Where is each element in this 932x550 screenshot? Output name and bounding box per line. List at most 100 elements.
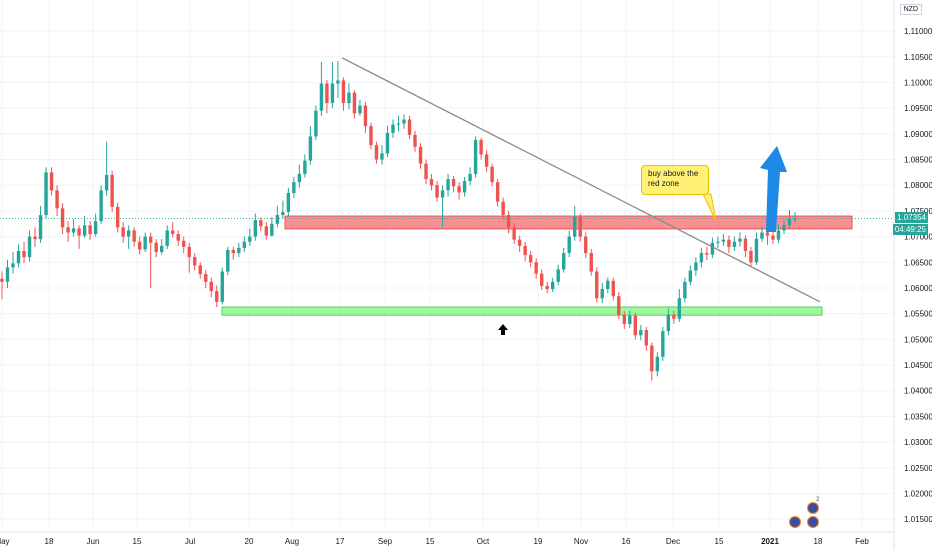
candle-body bbox=[573, 217, 577, 237]
candle-body bbox=[760, 232, 764, 239]
candle-body bbox=[545, 285, 549, 290]
time-axis[interactable]: May 18 Jun 15 Jul 20 Aug 17 Sep 15 Oct 19 Nov 16 Dec 15… bbox=[0, 537, 869, 546]
candle-body bbox=[765, 232, 770, 236]
candle-body bbox=[457, 186, 461, 193]
candle-body bbox=[435, 185, 439, 198]
price-tick-label: 1.07000 bbox=[904, 233, 932, 242]
candle-body bbox=[501, 201, 505, 216]
candle-body bbox=[44, 172, 48, 216]
price-tick-label: 1.08500 bbox=[904, 156, 932, 165]
price-tick-label: 1.02000 bbox=[904, 489, 932, 498]
candle-body bbox=[82, 225, 87, 236]
candle-body bbox=[749, 250, 753, 263]
candle-body bbox=[5, 267, 10, 282]
candle-body bbox=[539, 273, 544, 286]
up-arrow-blue-icon bbox=[760, 146, 787, 232]
candle-body bbox=[99, 190, 103, 222]
price-tick-label: 1.02500 bbox=[904, 464, 932, 473]
time-tick-label: 18 bbox=[45, 537, 54, 546]
candle-body bbox=[242, 241, 247, 248]
candle-body bbox=[33, 236, 37, 240]
price-tick-label: 1.11000 bbox=[904, 27, 932, 36]
candle-body bbox=[699, 253, 704, 263]
candle-body bbox=[38, 215, 43, 240]
candle-body bbox=[462, 181, 467, 193]
up-arrow-black-icon bbox=[498, 324, 508, 335]
candle-body bbox=[110, 174, 114, 207]
candle-body bbox=[655, 356, 660, 372]
candle-body bbox=[606, 280, 610, 290]
candle-body bbox=[226, 249, 230, 272]
candle-body bbox=[776, 230, 781, 240]
candle-body bbox=[176, 234, 180, 241]
candle-body bbox=[617, 296, 621, 315]
drawings bbox=[0, 57, 894, 335]
event-count: 2 bbox=[816, 497, 820, 503]
candle-body bbox=[385, 132, 390, 154]
candle-body bbox=[440, 190, 445, 198]
candle-body bbox=[270, 223, 274, 236]
candle-body bbox=[716, 241, 720, 243]
candle-body bbox=[93, 221, 98, 235]
time-tick-label: Oct bbox=[477, 537, 490, 546]
candle-body bbox=[793, 218, 797, 220]
time-tick-label: 16 bbox=[622, 537, 631, 546]
candle-body bbox=[336, 80, 340, 84]
candle-body bbox=[126, 230, 131, 237]
candle-body bbox=[705, 253, 709, 255]
candle-body bbox=[115, 206, 120, 228]
price-tick-label: 1.10000 bbox=[904, 78, 932, 87]
candle-body bbox=[77, 228, 81, 236]
candle-body bbox=[424, 163, 428, 180]
candle-body bbox=[666, 314, 671, 332]
price-tick-label: 1.05500 bbox=[904, 310, 932, 319]
event-flag-icon[interactable] bbox=[807, 516, 819, 528]
candle-body bbox=[738, 238, 742, 242]
candle-body bbox=[137, 241, 142, 250]
candle-body bbox=[319, 83, 324, 111]
candle-body bbox=[595, 271, 599, 299]
candle-body bbox=[743, 238, 748, 251]
time-tick-label: 15 bbox=[426, 537, 435, 546]
candle-body bbox=[237, 247, 241, 254]
red-zone bbox=[284, 215, 853, 230]
candle-body bbox=[589, 253, 593, 272]
candle-body bbox=[220, 271, 224, 302]
time-tick-label: May bbox=[0, 537, 10, 546]
currency-badge[interactable]: NZD bbox=[899, 4, 922, 15]
time-tick-label: Jul bbox=[185, 537, 195, 546]
candle-body bbox=[198, 265, 202, 275]
candle-body bbox=[159, 245, 164, 253]
candle-body bbox=[484, 154, 489, 167]
candle-body bbox=[407, 119, 412, 135]
buy-callout[interactable]: buy above the red zone bbox=[641, 165, 709, 195]
candle-body bbox=[688, 270, 693, 282]
candle-body bbox=[341, 80, 346, 104]
candle-body bbox=[60, 208, 65, 228]
candle-body bbox=[710, 242, 715, 255]
candle-body bbox=[771, 235, 775, 240]
event-flag-icon[interactable] bbox=[807, 502, 819, 514]
candle-body bbox=[22, 250, 26, 258]
time-tick-label: Nov bbox=[574, 537, 588, 546]
event-flag-icon[interactable] bbox=[789, 516, 801, 528]
candle-body bbox=[314, 110, 318, 137]
candle-body bbox=[16, 250, 21, 264]
candle-body bbox=[55, 190, 59, 209]
price-axis[interactable]: 1.11000 1.10500 1.10000 1.09500 1.09000 1.085… bbox=[904, 27, 932, 524]
candle-body bbox=[204, 274, 208, 282]
candle-body bbox=[358, 105, 362, 114]
candle-body bbox=[446, 179, 450, 191]
price-tick-label: 1.06500 bbox=[904, 258, 932, 267]
candle-body bbox=[468, 173, 472, 182]
candle-body bbox=[754, 238, 759, 263]
price-tick-label: 1.06000 bbox=[904, 284, 932, 293]
candle-body bbox=[325, 83, 329, 104]
candle-body bbox=[281, 211, 285, 216]
countdown-label: 04:49:25 bbox=[892, 224, 928, 236]
candle-body bbox=[727, 239, 731, 247]
candle-body bbox=[506, 215, 511, 228]
candle-body bbox=[297, 173, 302, 183]
